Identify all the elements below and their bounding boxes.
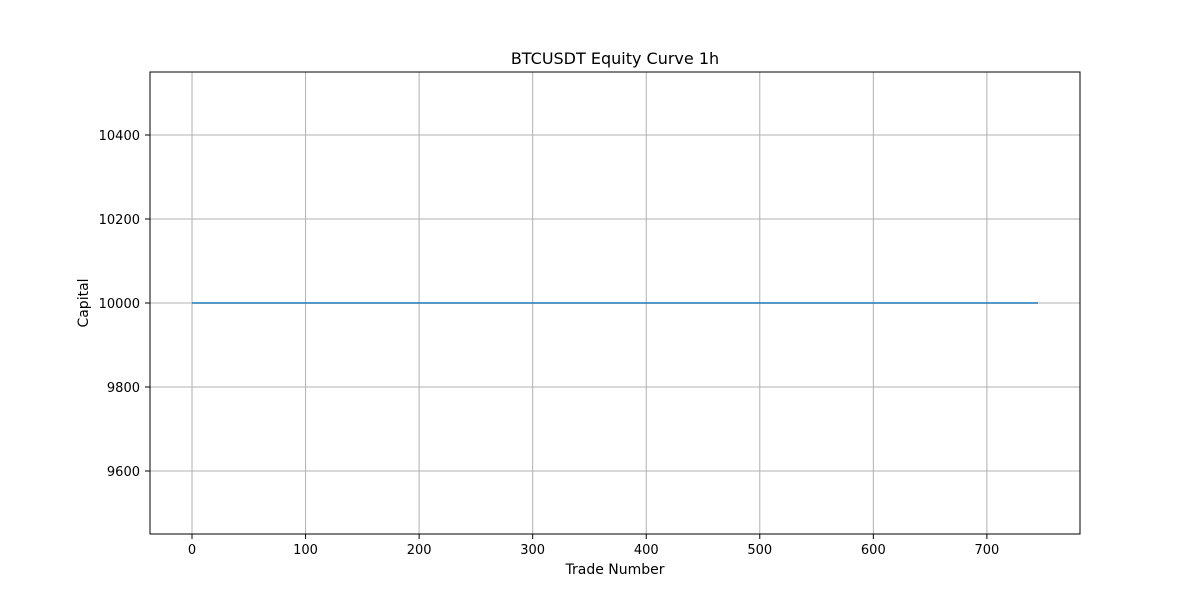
- x-axis-label: Trade Number: [564, 562, 664, 578]
- y-tick-label: 9600: [107, 465, 140, 480]
- x-tick-label: 0: [188, 543, 196, 558]
- y-tick-label: 10200: [99, 213, 140, 228]
- chart-title: BTCUSDT Equity Curve 1h: [511, 49, 719, 68]
- x-tick-label: 600: [861, 543, 886, 558]
- y-tick-label: 10000: [99, 297, 140, 312]
- x-tick-label: 300: [520, 543, 545, 558]
- x-tick-label: 100: [293, 543, 318, 558]
- tick-layer: 0 100 200 300 400 500 600 700 9600 9800 10000 10200…: [99, 129, 1000, 558]
- y-axis-label: Capital: [76, 278, 92, 327]
- x-tick-label: 500: [747, 543, 772, 558]
- y-tick-label: 10400: [99, 129, 140, 144]
- x-tick-label: 700: [974, 543, 999, 558]
- x-tick-label: 200: [407, 543, 432, 558]
- y-tick-label: 9800: [107, 381, 140, 396]
- x-tick-label: 400: [634, 543, 659, 558]
